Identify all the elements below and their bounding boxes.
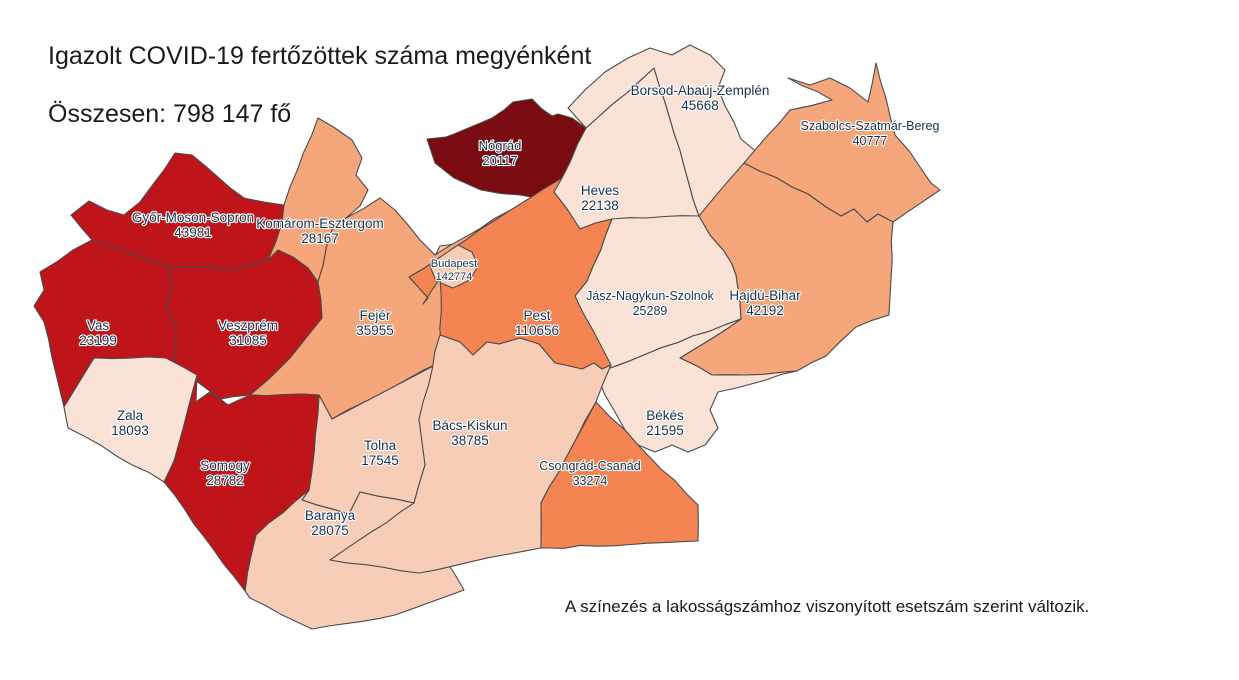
svg-text:Fejér35955: Fejér 35955	[356, 308, 394, 338]
svg-text:Tolna17545: Tolna 17545	[361, 438, 399, 468]
svg-text:Nógrád20117: Nógrád 20117	[479, 138, 522, 168]
svg-text:Baranya28075: Baranya 28075	[305, 508, 356, 538]
svg-text:Budapest142774: Budapest 142774	[431, 258, 477, 283]
svg-text:Békés21595: Békés 21595	[646, 408, 684, 438]
svg-text:Heves22138: Heves 22138	[581, 183, 620, 213]
svg-text:Somogy28782: Somogy 28782	[200, 458, 250, 488]
